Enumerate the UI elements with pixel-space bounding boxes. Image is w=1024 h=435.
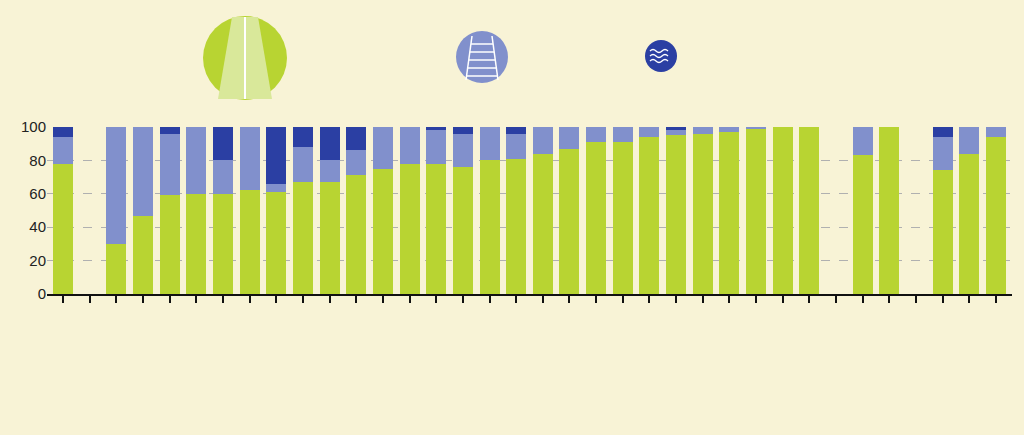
svg-text:80: 80 — [29, 152, 46, 169]
svg-text:20: 20 — [29, 252, 46, 269]
svg-text:100: 100 — [21, 118, 46, 135]
svg-text:0: 0 — [38, 285, 46, 302]
svg-text:40: 40 — [29, 218, 46, 235]
svg-text:60: 60 — [29, 185, 46, 202]
